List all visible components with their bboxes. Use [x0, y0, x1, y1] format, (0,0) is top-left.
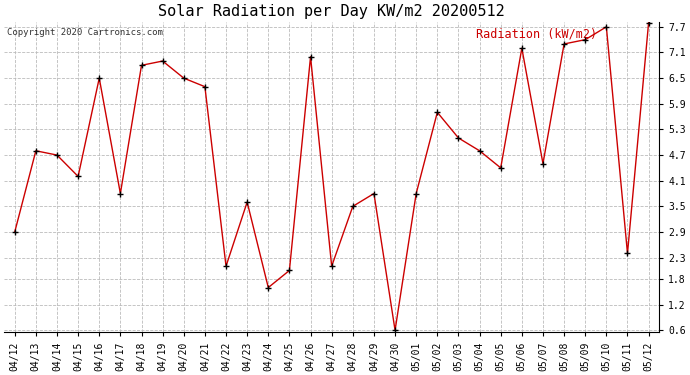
Title: Solar Radiation per Day KW/m2 20200512: Solar Radiation per Day KW/m2 20200512: [158, 4, 505, 19]
Text: Radiation (kW/m2): Radiation (kW/m2): [476, 28, 597, 41]
Text: Copyright 2020 Cartronics.com: Copyright 2020 Cartronics.com: [8, 28, 164, 37]
